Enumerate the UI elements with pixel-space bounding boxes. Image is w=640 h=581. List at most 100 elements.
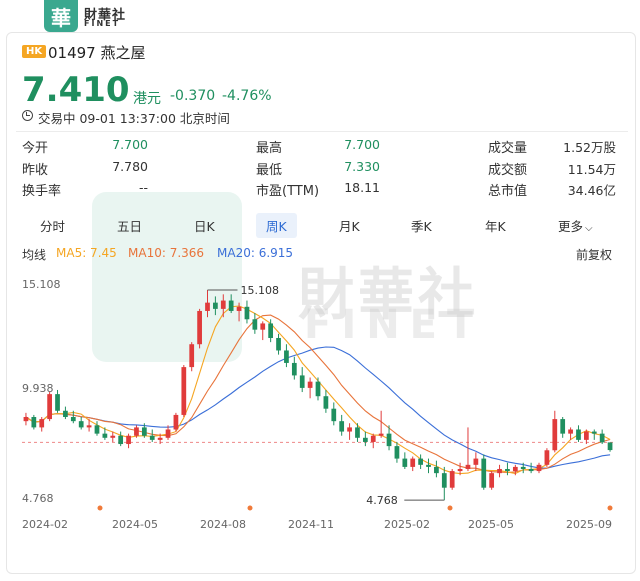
candle-body	[78, 421, 84, 428]
price-change-pct: -4.76%	[222, 88, 272, 104]
candle-body	[465, 464, 471, 469]
candle-body	[126, 435, 131, 445]
candle-body	[339, 421, 345, 432]
x-tick-label: 2025-09	[566, 518, 612, 531]
candle-body	[473, 458, 479, 465]
candle-body	[141, 427, 147, 436]
chevron-down-icon: ⌵	[585, 223, 593, 234]
tab-yearly-k[interactable]: 年K	[485, 219, 506, 234]
candle-body	[189, 344, 195, 368]
tab-weekly-k[interactable]: 周K	[256, 213, 297, 238]
quote-value-market-cap: 34.46亿	[567, 183, 616, 198]
candle-body	[355, 427, 360, 438]
tab-monthly-k[interactable]: 月K	[339, 219, 360, 234]
candle-body	[181, 367, 187, 415]
watermark-logo-icon	[92, 192, 242, 362]
candle-body	[497, 468, 502, 474]
finet-logo-char: 華	[51, 5, 71, 30]
candle-body	[39, 419, 45, 428]
candle-body	[402, 458, 408, 467]
candle-body	[434, 466, 439, 474]
price-change: -0.370	[170, 88, 216, 104]
brand-name-cn: 財華社	[84, 8, 127, 23]
event-dot	[447, 505, 453, 511]
tab-more[interactable]: 更多 ⌵	[558, 216, 593, 235]
y-tick-label: 15.108	[22, 278, 61, 291]
adjust-mode[interactable]: 前复权	[576, 248, 613, 262]
quote-value-low: 7.330	[344, 159, 380, 174]
candle-body	[70, 417, 76, 422]
tab-intraday[interactable]: 分时	[40, 219, 66, 234]
trading-status: 交易中 09-01 13:37:00 北京时间	[38, 111, 230, 126]
quote-label-low: 最低	[256, 163, 283, 178]
x-tick-label: 2024-08	[200, 518, 246, 531]
quote-value-amount: 11.54万	[567, 162, 616, 177]
x-tick-label: 2025-05	[468, 518, 514, 531]
candle-body	[576, 429, 581, 440]
event-dot	[247, 505, 253, 511]
stock-card	[6, 32, 636, 574]
event-dot	[607, 505, 613, 511]
candle-body	[23, 417, 29, 422]
candle-body	[165, 429, 171, 438]
quote-label-prev-close: 昨收	[22, 163, 49, 178]
candle-body	[552, 419, 558, 451]
tab-quarterly-k[interactable]: 季K	[411, 219, 432, 234]
event-dot	[97, 505, 103, 511]
candle-body	[386, 433, 392, 447]
quote-label-open: 今开	[22, 141, 49, 156]
candle-body	[244, 306, 250, 320]
quote-label-volume: 成交量	[488, 141, 528, 156]
tab-daily-k[interactable]: 日K	[194, 219, 215, 234]
candle-body	[394, 446, 400, 459]
candle-body	[315, 381, 321, 397]
quote-value-prev-close: 7.780	[112, 159, 148, 174]
watermark-brand-cn: 財華社	[298, 263, 478, 328]
high-marker-label: 15.108	[240, 284, 279, 297]
candle-body	[449, 471, 455, 488]
candle-body	[268, 323, 274, 338]
price-unit: 港元	[133, 91, 161, 107]
candle-body	[505, 468, 510, 472]
tab-more-label: 更多	[558, 219, 584, 234]
quote-label-high: 最高	[256, 141, 283, 156]
ma10-value: MA10: 7.366	[128, 246, 205, 260]
candle-body	[426, 464, 431, 467]
candle-body	[55, 394, 60, 411]
candle-body	[291, 362, 297, 376]
candle-body	[441, 473, 447, 488]
quote-value-high: 7.700	[344, 137, 380, 152]
candle-body	[86, 425, 92, 428]
ma20-value: MA20: 6.915	[217, 246, 294, 260]
candle-body	[149, 435, 155, 440]
quote-label-market-cap: 总市值	[488, 184, 528, 199]
candle-body	[370, 435, 376, 442]
quote-value-volume: 1.52万股	[563, 140, 616, 155]
quote-label-pe: 市盈(TTM)	[256, 184, 320, 199]
candle-body	[599, 433, 605, 443]
candle-body	[489, 473, 495, 488]
candle-body	[347, 427, 352, 432]
y-tick-label: 4.768	[22, 492, 54, 505]
finet-logo: 華	[44, 0, 78, 32]
candle-body	[102, 433, 108, 438]
candle-body	[276, 337, 281, 351]
candle-body	[299, 375, 305, 388]
tab-five-day[interactable]: 五日	[117, 219, 143, 234]
candle-body	[331, 408, 337, 422]
ma20-line	[25, 346, 611, 469]
candle-body	[173, 414, 179, 430]
x-tick-label: 2024-11	[288, 518, 334, 531]
market-badge: HK	[22, 45, 47, 58]
x-tick-label: 2024-02	[22, 518, 68, 531]
candle-body	[520, 466, 526, 469]
candle-body	[418, 458, 423, 465]
candle-body	[94, 425, 100, 434]
candle-body	[205, 302, 210, 311]
candle-body	[118, 435, 124, 445]
quote-value-open: 7.700	[112, 137, 148, 152]
candle-body	[197, 310, 202, 345]
low-marker-label: 4.768	[366, 494, 398, 507]
candle-body	[536, 464, 542, 472]
